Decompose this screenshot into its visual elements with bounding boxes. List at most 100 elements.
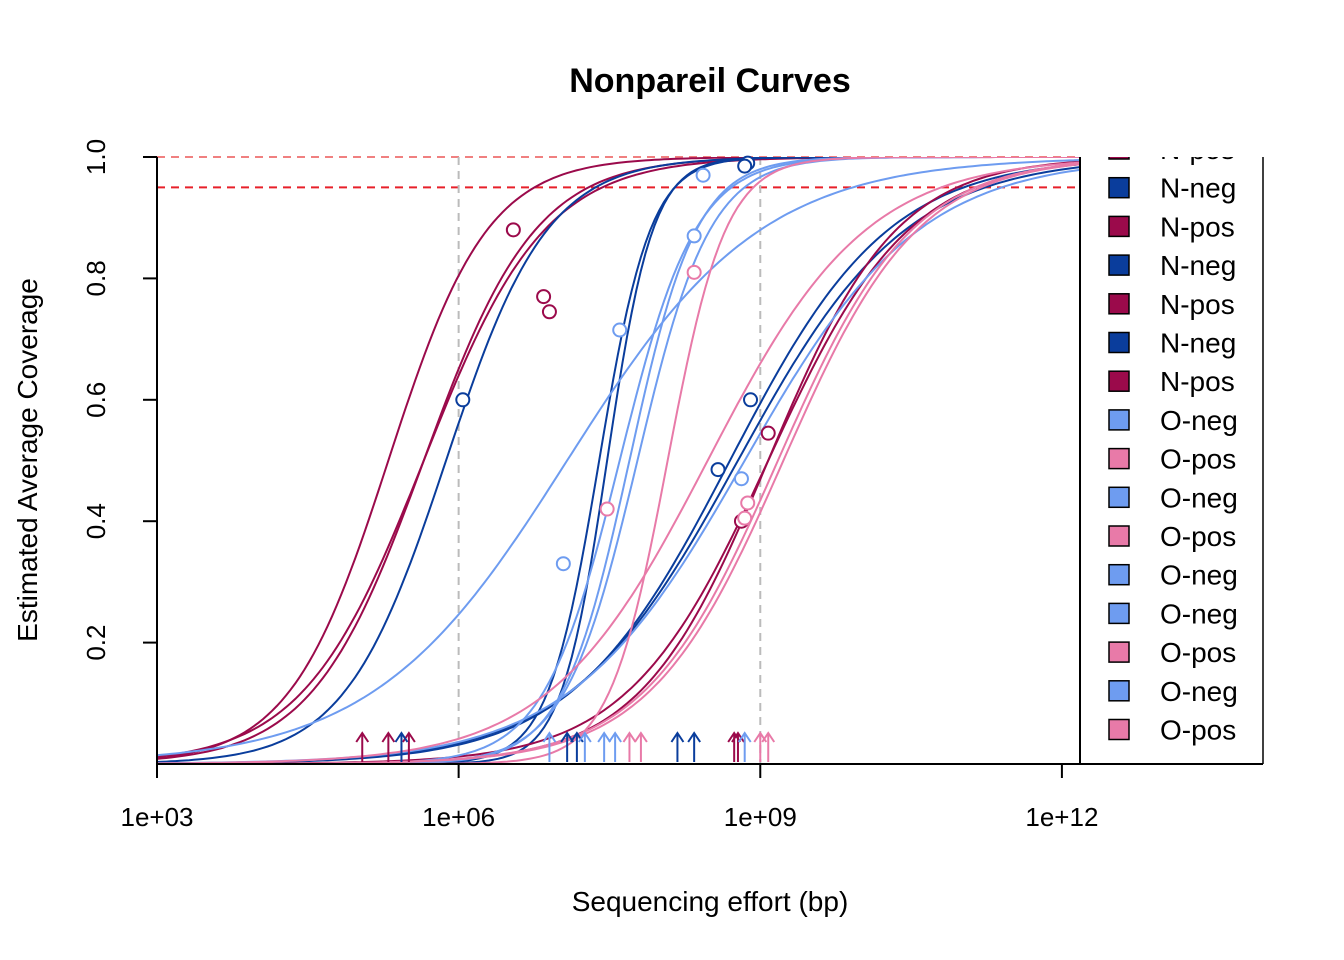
y-tick-label-1: 0.4 bbox=[81, 503, 111, 539]
y-tick-label-2: 0.6 bbox=[81, 382, 111, 418]
legend-label-0: N-pos bbox=[1160, 134, 1235, 165]
curve-4 bbox=[157, 157, 1263, 764]
legend-swatch-12 bbox=[1108, 602, 1130, 625]
arrow-1 bbox=[381, 731, 396, 762]
legend-label-4: N-pos bbox=[1160, 289, 1235, 320]
legend-swatch-1 bbox=[1108, 176, 1130, 199]
x-tick-label-0: 1e+03 bbox=[120, 802, 193, 832]
arrow-9 bbox=[731, 731, 745, 762]
point-12 bbox=[686, 228, 702, 244]
point-17 bbox=[740, 495, 756, 511]
arrow-head-7 bbox=[687, 731, 701, 743]
arrow-3 bbox=[394, 731, 409, 762]
point-6 bbox=[743, 392, 759, 408]
legend-entry-9: O-neg bbox=[1108, 482, 1238, 513]
arrow-head-0 bbox=[355, 731, 370, 743]
arrow-18 bbox=[761, 731, 776, 762]
legend-swatch-13 bbox=[1108, 641, 1130, 663]
x-axis-label: Sequencing effort (bp) bbox=[572, 886, 849, 917]
legend-label-6: N-pos bbox=[1160, 366, 1235, 397]
point-10 bbox=[555, 556, 571, 572]
legend-label-1: N-neg bbox=[1160, 173, 1236, 204]
arrow-head-18 bbox=[761, 731, 776, 743]
legend-swatch-7 bbox=[1108, 409, 1130, 431]
x-tick-label-1: 1e+06 bbox=[422, 802, 495, 832]
x-tick-label-2: 1e+09 bbox=[724, 802, 797, 832]
legend-swatch-9 bbox=[1108, 486, 1130, 509]
arrow-head-15 bbox=[622, 731, 637, 743]
legend-entry-14: O-neg bbox=[1108, 676, 1238, 707]
arrow-4 bbox=[560, 731, 574, 762]
point-5 bbox=[737, 158, 753, 174]
legend-entry-4: N-pos bbox=[1108, 289, 1235, 320]
legend-swatch-5 bbox=[1108, 331, 1130, 354]
legend-entry-8: O-pos bbox=[1108, 444, 1236, 475]
arrow-head-13 bbox=[608, 731, 622, 743]
point-0 bbox=[505, 222, 521, 238]
point-8 bbox=[760, 425, 776, 441]
legend-swatch-14 bbox=[1108, 680, 1130, 702]
legend-swatch-2 bbox=[1108, 215, 1130, 238]
legend-entry-13: O-pos bbox=[1108, 637, 1236, 668]
arrow-11 bbox=[578, 731, 592, 762]
y-tick-label-3: 0.8 bbox=[81, 260, 111, 296]
point-13 bbox=[695, 167, 711, 183]
arrow-head-9 bbox=[731, 731, 745, 743]
legend-entry-0: N-pos bbox=[1108, 134, 1235, 165]
legend-swatch-15 bbox=[1108, 718, 1130, 741]
legend-label-13: O-pos bbox=[1160, 637, 1236, 668]
legend-label-3: N-neg bbox=[1160, 250, 1236, 281]
arrow-16 bbox=[634, 731, 648, 762]
y-tick-label-0: 0.2 bbox=[81, 625, 111, 661]
legend-swatch-6 bbox=[1108, 370, 1130, 392]
curve-16 bbox=[157, 157, 1263, 764]
legend-entry-12: O-neg bbox=[1108, 598, 1238, 629]
point-18 bbox=[737, 510, 753, 526]
legend-entry-7: O-neg bbox=[1108, 405, 1238, 436]
legend-label-10: O-pos bbox=[1160, 521, 1236, 552]
arrow-7 bbox=[687, 731, 701, 762]
curve-0 bbox=[157, 157, 1263, 760]
curve-3 bbox=[157, 157, 1263, 763]
arrow-head-14 bbox=[737, 731, 752, 743]
legend-entry-2: N-pos bbox=[1108, 211, 1235, 242]
y-tick-label-4: 1.0 bbox=[81, 139, 111, 175]
legend-entry-1: N-neg bbox=[1108, 173, 1236, 204]
legend-swatch-8 bbox=[1108, 447, 1130, 470]
legend: N-pos N-neg N-pos N-neg N-pos N-neg N-pos O-neg… bbox=[1079, 134, 1264, 766]
curve-15 bbox=[157, 157, 1263, 764]
chart-title: Nonpareil Curves bbox=[569, 62, 851, 100]
arrow-head-6 bbox=[670, 731, 685, 743]
arrow-13 bbox=[608, 731, 622, 762]
legend-swatch-0 bbox=[1108, 157, 1130, 160]
x-tick-label-3: 1e+12 bbox=[1025, 802, 1098, 832]
legend-entries: N-pos N-neg N-pos N-neg N-pos N-neg N-pos O-neg… bbox=[1108, 134, 1238, 746]
point-3 bbox=[455, 392, 471, 408]
arrow-head-11 bbox=[578, 731, 592, 743]
legend-label-11: O-neg bbox=[1160, 560, 1238, 591]
legend-entry-15: O-pos bbox=[1108, 715, 1236, 746]
curve-5 bbox=[157, 157, 1263, 764]
legend-entry-6: N-pos bbox=[1108, 366, 1235, 397]
legend-entry-10: O-pos bbox=[1108, 521, 1236, 552]
legend-entry-11: O-neg bbox=[1108, 560, 1238, 591]
legend-entry-5: N-neg bbox=[1108, 328, 1236, 359]
arrow-head-12 bbox=[597, 731, 611, 743]
legend-label-9: O-neg bbox=[1160, 482, 1238, 513]
axes: 1e+03 1e+06 1e+09 1e+12 0.2 0.4 0.6 0.8 1.0 bbox=[81, 139, 1263, 832]
point-11 bbox=[612, 322, 628, 338]
arrow-head-4 bbox=[560, 731, 574, 743]
point-layer bbox=[455, 155, 776, 572]
point-7 bbox=[710, 462, 726, 478]
legend-label-15: O-pos bbox=[1160, 715, 1236, 746]
legend-swatch-10 bbox=[1108, 525, 1130, 547]
arrow-0 bbox=[355, 731, 370, 762]
legend-label-2: N-pos bbox=[1160, 211, 1235, 242]
point-16 bbox=[599, 501, 615, 517]
arrow-head-10 bbox=[542, 731, 557, 743]
arrow-layer bbox=[355, 731, 776, 762]
legend-label-7: O-neg bbox=[1160, 405, 1238, 436]
legend-swatch-11 bbox=[1108, 563, 1130, 586]
point-15 bbox=[686, 264, 702, 280]
